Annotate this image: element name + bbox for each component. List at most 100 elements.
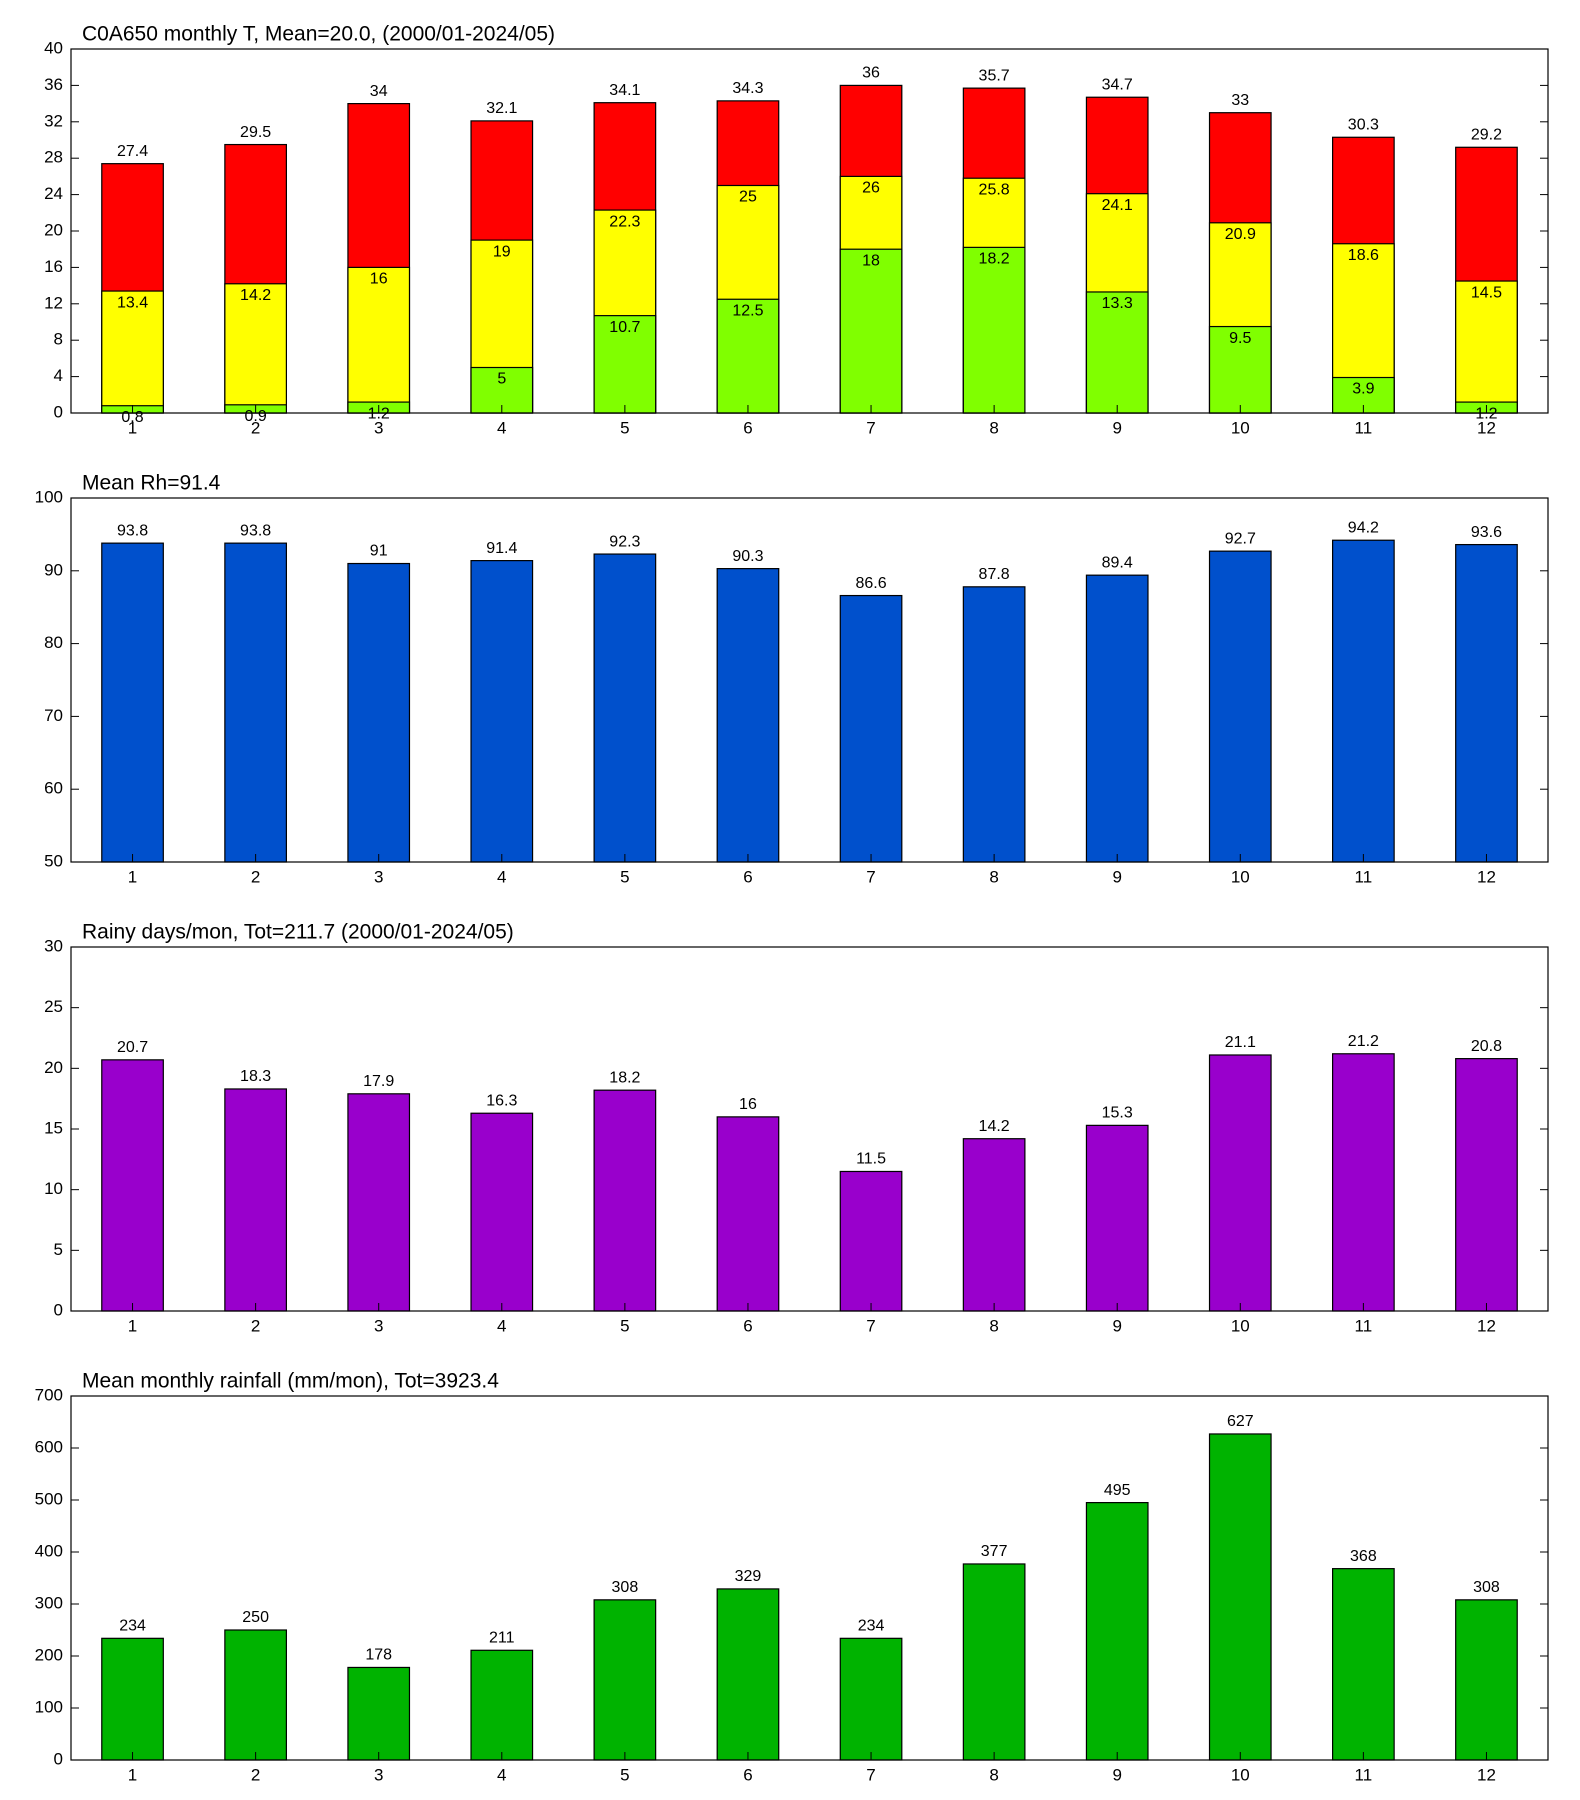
bar — [224, 542, 287, 863]
value-label: 21.1 — [1225, 1034, 1256, 1051]
value-label: 234 — [119, 1618, 146, 1635]
x-tick-label: 12 — [1477, 1316, 1496, 1335]
value-label: 91.4 — [486, 540, 517, 557]
x-tick-label: 3 — [374, 1316, 383, 1335]
value-label: 14.2 — [979, 1118, 1010, 1135]
bar — [593, 1089, 657, 1312]
x-tick-label: 9 — [1112, 867, 1121, 886]
bar — [962, 1563, 1026, 1761]
x-tick-label: 2 — [251, 418, 260, 437]
y-tick-label: 8 — [54, 330, 63, 349]
bar — [839, 594, 903, 863]
bar — [593, 1599, 657, 1761]
value-label: 3.9 — [1352, 381, 1374, 398]
value-label: 34 — [370, 83, 388, 100]
bar — [1208, 1433, 1272, 1761]
y-tick-label: 4 — [54, 366, 63, 385]
value-label: 29.5 — [240, 124, 271, 141]
bar — [593, 315, 657, 414]
x-tick-label: 9 — [1112, 1765, 1121, 1784]
bar — [716, 298, 780, 414]
y-tick-label: 0 — [54, 1300, 63, 1319]
value-label: 18 — [862, 252, 880, 269]
x-tick-label: 11 — [1355, 418, 1373, 437]
x-tick-label: 8 — [989, 418, 998, 437]
bar — [224, 283, 287, 414]
x-tick-label: 4 — [497, 1765, 506, 1784]
bar — [1332, 1053, 1395, 1312]
value-label: 94.2 — [1348, 519, 1379, 536]
y-tick-label: 700 — [35, 1385, 63, 1404]
y-tick-label: 80 — [44, 633, 63, 652]
y-tick-label: 15 — [44, 1118, 63, 1137]
bar — [1208, 1054, 1272, 1312]
x-tick-label: 3 — [374, 867, 383, 886]
x-tick-label: 4 — [497, 418, 506, 437]
bar — [1455, 1599, 1518, 1761]
bar — [224, 1088, 287, 1312]
x-tick-label: 10 — [1231, 418, 1250, 437]
x-tick-label: 8 — [989, 1765, 998, 1784]
chart-title: Mean Rh=91.4 — [82, 472, 221, 495]
bar — [962, 246, 1026, 414]
y-tick-label: 100 — [35, 1697, 63, 1716]
value-label: 20.7 — [117, 1039, 148, 1056]
x-tick-label: 2 — [251, 867, 260, 886]
bar — [1085, 1501, 1149, 1761]
value-label: 29.2 — [1471, 126, 1502, 143]
value-label: 18.2 — [979, 251, 1010, 268]
value-label: 93.8 — [117, 522, 148, 539]
x-tick-label: 2 — [251, 1316, 260, 1335]
chart-title: Rainy days/mon, Tot=211.7 (2000/01-2024/… — [82, 921, 514, 944]
value-label: 86.6 — [855, 575, 886, 592]
x-tick-label: 11 — [1355, 1316, 1373, 1335]
x-tick-label: 2 — [251, 1765, 260, 1784]
x-tick-label: 9 — [1112, 1316, 1121, 1335]
bar — [1085, 1124, 1149, 1312]
bar — [1332, 1568, 1395, 1761]
plot-frame — [70, 48, 1549, 414]
x-tick-label: 1 — [128, 867, 137, 886]
value-label: 13.3 — [1102, 295, 1133, 312]
bar — [224, 1629, 287, 1761]
value-label: 20.8 — [1471, 1038, 1502, 1055]
x-tick-label: 6 — [743, 418, 752, 437]
x-tick-label: 4 — [497, 1316, 506, 1335]
value-label: 10.7 — [609, 319, 640, 336]
plot-frame — [70, 1395, 1549, 1761]
value-label: 20.9 — [1225, 226, 1256, 243]
y-tick-label: 60 — [44, 779, 63, 798]
x-tick-label: 1 — [128, 418, 137, 437]
bar — [1085, 574, 1149, 863]
y-tick-label: 12 — [44, 293, 63, 312]
y-tick-label: 10 — [44, 1179, 63, 1198]
bar — [962, 586, 1026, 863]
value-label: 93.6 — [1471, 524, 1502, 541]
bar — [101, 542, 164, 863]
x-tick-label: 11 — [1355, 867, 1373, 886]
value-label: 308 — [612, 1579, 639, 1596]
value-label: 11.5 — [856, 1151, 886, 1168]
value-label: 34.3 — [732, 80, 763, 97]
x-tick-label: 9 — [1112, 418, 1121, 437]
plot-frame — [70, 497, 1549, 863]
x-tick-label: 10 — [1231, 867, 1250, 886]
bar — [470, 1112, 534, 1312]
y-tick-label: 50 — [44, 851, 63, 870]
bar — [839, 1637, 903, 1761]
value-label: 91 — [370, 543, 388, 560]
value-label: 14.2 — [240, 287, 271, 304]
value-label: 627 — [1227, 1413, 1254, 1430]
x-tick-label: 4 — [497, 867, 506, 886]
value-label: 18.6 — [1348, 247, 1379, 264]
value-label: 36 — [862, 65, 880, 82]
value-label: 1.2 — [368, 405, 390, 422]
value-label: 5 — [497, 371, 506, 388]
y-tick-label: 30 — [44, 936, 63, 955]
value-label: 22.3 — [609, 213, 640, 230]
x-tick-label: 7 — [866, 1765, 875, 1784]
x-tick-label: 5 — [620, 418, 629, 437]
bar — [1455, 543, 1518, 863]
y-tick-label: 5 — [54, 1240, 63, 1259]
y-tick-label: 600 — [35, 1437, 63, 1456]
